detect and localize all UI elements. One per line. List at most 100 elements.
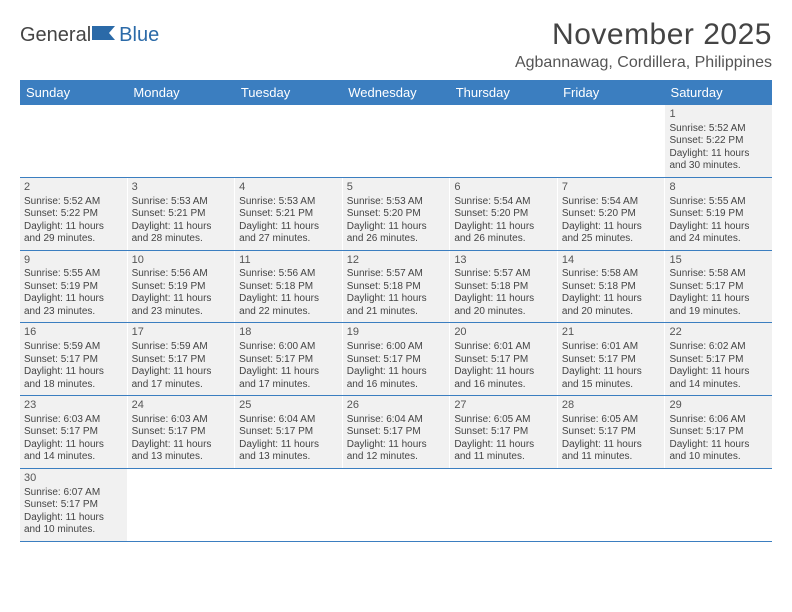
day-daylight1: Daylight: 11 hours (669, 366, 768, 379)
day-sunset: Sunset: 5:17 PM (239, 426, 338, 439)
week-row: 16Sunrise: 5:59 AMSunset: 5:17 PMDayligh… (20, 323, 772, 396)
day-daylight1: Daylight: 11 hours (562, 293, 661, 306)
day-number: 23 (24, 399, 123, 413)
day-daylight1: Daylight: 11 hours (454, 221, 553, 234)
day-daylight2: and 17 minutes. (239, 379, 338, 392)
day-sunset: Sunset: 5:17 PM (347, 354, 446, 367)
day-sunset: Sunset: 5:18 PM (239, 281, 338, 294)
day-cell-empty (343, 105, 451, 177)
day-sunrise: Sunrise: 6:04 AM (347, 414, 446, 427)
logo-text-general: General (20, 24, 91, 47)
day-cell: 25Sunrise: 6:04 AMSunset: 5:17 PMDayligh… (235, 396, 343, 468)
day-daylight1: Daylight: 11 hours (24, 366, 123, 379)
day-cell: 26Sunrise: 6:04 AMSunset: 5:17 PMDayligh… (343, 396, 451, 468)
day-daylight2: and 13 minutes. (132, 451, 231, 464)
day-cell: 21Sunrise: 6:01 AMSunset: 5:17 PMDayligh… (558, 323, 666, 395)
day-daylight1: Daylight: 11 hours (132, 439, 231, 452)
day-daylight2: and 27 minutes. (239, 233, 338, 246)
day-cell: 30Sunrise: 6:07 AMSunset: 5:17 PMDayligh… (20, 469, 128, 541)
day-daylight2: and 10 minutes. (669, 451, 768, 464)
day-daylight2: and 11 minutes. (562, 451, 661, 464)
day-daylight1: Daylight: 11 hours (24, 439, 123, 452)
day-sunset: Sunset: 5:18 PM (347, 281, 446, 294)
day-cell: 15Sunrise: 5:58 AMSunset: 5:17 PMDayligh… (665, 251, 772, 323)
day-sunset: Sunset: 5:17 PM (669, 354, 768, 367)
day-number: 20 (454, 326, 553, 340)
day-daylight1: Daylight: 11 hours (669, 293, 768, 306)
day-cell: 5Sunrise: 5:53 AMSunset: 5:20 PMDaylight… (343, 178, 451, 250)
day-sunrise: Sunrise: 5:57 AM (347, 268, 446, 281)
day-daylight1: Daylight: 11 hours (669, 221, 768, 234)
day-cell: 2Sunrise: 5:52 AMSunset: 5:22 PMDaylight… (20, 178, 128, 250)
day-cell: 17Sunrise: 5:59 AMSunset: 5:17 PMDayligh… (128, 323, 236, 395)
day-sunrise: Sunrise: 5:53 AM (132, 196, 231, 209)
day-number: 29 (669, 399, 768, 413)
day-cell-empty (450, 105, 558, 177)
day-number: 18 (239, 326, 338, 340)
day-number: 6 (454, 181, 553, 195)
day-daylight1: Daylight: 11 hours (347, 293, 446, 306)
day-daylight1: Daylight: 11 hours (562, 439, 661, 452)
week-row: 23Sunrise: 6:03 AMSunset: 5:17 PMDayligh… (20, 396, 772, 469)
day-cell: 9Sunrise: 5:55 AMSunset: 5:19 PMDaylight… (20, 251, 128, 323)
day-daylight2: and 30 minutes. (669, 160, 768, 173)
day-daylight1: Daylight: 11 hours (24, 512, 123, 525)
day-daylight2: and 26 minutes. (347, 233, 446, 246)
day-daylight2: and 14 minutes. (24, 451, 123, 464)
day-daylight1: Daylight: 11 hours (562, 221, 661, 234)
weekday-header-row: Sunday Monday Tuesday Wednesday Thursday… (20, 80, 772, 105)
weekday-header: Sunday (20, 80, 127, 105)
day-cell-empty (343, 469, 451, 541)
day-number: 5 (347, 181, 446, 195)
weeks-container: 1Sunrise: 5:52 AMSunset: 5:22 PMDaylight… (20, 105, 772, 542)
day-number: 11 (239, 254, 338, 268)
day-cell: 28Sunrise: 6:05 AMSunset: 5:17 PMDayligh… (558, 396, 666, 468)
day-number: 7 (562, 181, 661, 195)
day-sunset: Sunset: 5:19 PM (24, 281, 123, 294)
day-sunset: Sunset: 5:20 PM (562, 208, 661, 221)
weekday-header: Tuesday (235, 80, 342, 105)
logo: General Blue (20, 18, 159, 47)
day-sunrise: Sunrise: 5:54 AM (454, 196, 553, 209)
day-cell: 10Sunrise: 5:56 AMSunset: 5:19 PMDayligh… (128, 251, 236, 323)
day-daylight2: and 21 minutes. (347, 306, 446, 319)
day-sunrise: Sunrise: 6:00 AM (347, 341, 446, 354)
day-cell: 29Sunrise: 6:06 AMSunset: 5:17 PMDayligh… (665, 396, 772, 468)
day-number: 15 (669, 254, 768, 268)
day-daylight1: Daylight: 11 hours (132, 221, 231, 234)
day-sunset: Sunset: 5:19 PM (669, 208, 768, 221)
day-number: 17 (132, 326, 231, 340)
weekday-header: Monday (127, 80, 234, 105)
day-daylight2: and 13 minutes. (239, 451, 338, 464)
day-daylight1: Daylight: 11 hours (562, 366, 661, 379)
day-daylight1: Daylight: 11 hours (132, 366, 231, 379)
day-sunset: Sunset: 5:17 PM (454, 354, 553, 367)
day-sunrise: Sunrise: 6:06 AM (669, 414, 768, 427)
day-daylight1: Daylight: 11 hours (24, 221, 123, 234)
day-sunrise: Sunrise: 6:01 AM (562, 341, 661, 354)
day-cell-empty (235, 105, 343, 177)
day-sunset: Sunset: 5:20 PM (347, 208, 446, 221)
day-sunset: Sunset: 5:17 PM (132, 354, 231, 367)
day-number: 14 (562, 254, 661, 268)
day-sunrise: Sunrise: 6:05 AM (454, 414, 553, 427)
day-sunset: Sunset: 5:17 PM (562, 354, 661, 367)
day-cell-empty (235, 469, 343, 541)
day-number: 22 (669, 326, 768, 340)
weekday-header: Thursday (450, 80, 557, 105)
day-cell: 13Sunrise: 5:57 AMSunset: 5:18 PMDayligh… (450, 251, 558, 323)
day-cell: 6Sunrise: 5:54 AMSunset: 5:20 PMDaylight… (450, 178, 558, 250)
day-sunset: Sunset: 5:22 PM (24, 208, 123, 221)
day-number: 24 (132, 399, 231, 413)
day-sunrise: Sunrise: 6:01 AM (454, 341, 553, 354)
day-daylight1: Daylight: 11 hours (24, 293, 123, 306)
day-cell: 3Sunrise: 5:53 AMSunset: 5:21 PMDaylight… (128, 178, 236, 250)
day-sunset: Sunset: 5:17 PM (24, 426, 123, 439)
day-number: 26 (347, 399, 446, 413)
day-sunrise: Sunrise: 5:59 AM (24, 341, 123, 354)
day-sunset: Sunset: 5:17 PM (132, 426, 231, 439)
day-number: 12 (347, 254, 446, 268)
day-number: 30 (24, 472, 123, 486)
day-sunrise: Sunrise: 5:56 AM (132, 268, 231, 281)
day-number: 10 (132, 254, 231, 268)
